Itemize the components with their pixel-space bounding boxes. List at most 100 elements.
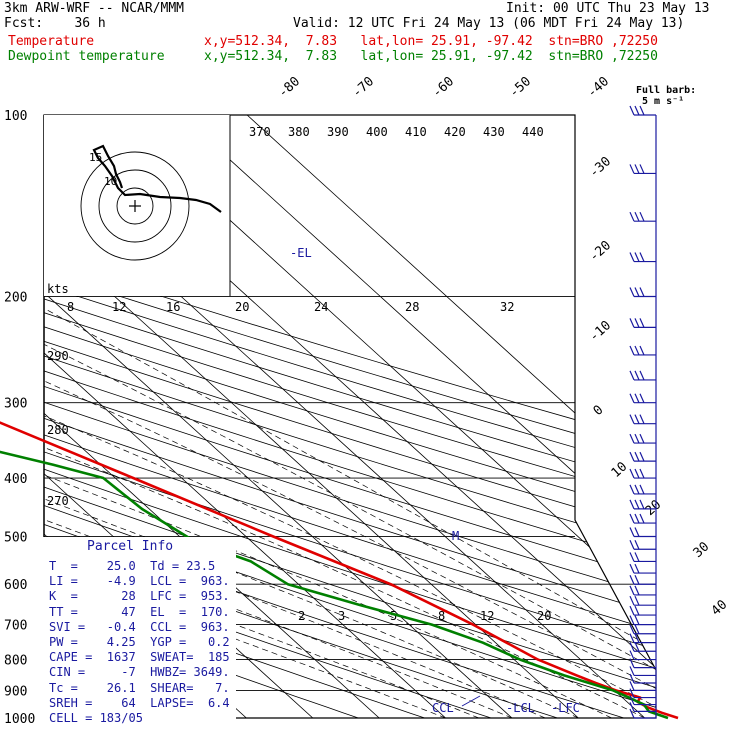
hodograph-speed-tick: 24 — [314, 300, 328, 314]
wind-barb — [629, 666, 656, 677]
wind-barbs: Full barb:5 m s⁻¹ — [629, 85, 696, 719]
pressure-tick-label: 100 — [4, 109, 27, 124]
parcel-info-row: CAPE = 1637 SWEAT= 185 — [49, 650, 230, 665]
isotherm-label: 10 — [609, 459, 631, 481]
ccl-pointer — [461, 695, 481, 707]
hodograph-speed-tick: 12 — [112, 300, 126, 314]
isotherm-label: -70 — [350, 74, 377, 101]
wind-barb — [629, 574, 656, 585]
wind-barb — [629, 252, 656, 263]
model-name: 3km ARW-WRF -- NCAR/MMM — [4, 1, 185, 16]
wind-barb — [629, 650, 656, 661]
el-label: -EL — [290, 246, 312, 260]
hodograph-ring — [80, 151, 190, 261]
isotherm-label: 20 — [643, 497, 665, 519]
dry-adiabat — [44, 115, 656, 718]
theta-label: 270 — [47, 494, 69, 508]
parcel-info-row: PW = 4.25 YGP = 0.2 — [49, 635, 230, 649]
parcel-info-row: Tc = 26.1 SHEAR= 7. — [49, 680, 230, 695]
dewpoint-legend-label: Dewpoint temperature — [8, 49, 165, 64]
hodograph-ring — [116, 187, 154, 225]
isotherm-label: -50 — [507, 74, 534, 101]
isotherm-line — [180, 115, 656, 718]
parcel-info-title: Parcel Info — [87, 539, 174, 554]
pressure-tick-label: 1000 — [4, 712, 35, 727]
dewpoint-legend-info: x,y=512.34, 7.83 lat,lon= 25.91, -97.42 … — [204, 49, 658, 64]
moist-adiabat — [44, 296, 656, 718]
dry-adiabat — [44, 115, 656, 718]
forecast-hour: Fcst: 36 h — [4, 16, 106, 31]
pressure-tick-label: 400 — [4, 472, 27, 487]
parcel-info-row: T = 25.0 Td = 23.5 — [49, 559, 216, 573]
pressure-tick-label: 200 — [4, 291, 27, 306]
theta-label: 370 — [249, 125, 271, 139]
theta-label: 420 — [444, 125, 466, 139]
theta-label: 430 — [483, 125, 505, 139]
dry-adiabat — [44, 115, 656, 718]
theta-label: 440 — [522, 125, 544, 139]
wind-barb — [629, 695, 656, 706]
wind-barb — [629, 433, 656, 444]
mixing-ratio-label: 8 — [438, 609, 445, 623]
wind-barb — [629, 211, 656, 222]
theta-label: 290 — [47, 349, 69, 363]
wind-barb — [629, 633, 656, 644]
wind-barb — [629, 585, 656, 596]
pressure-tick-label: 600 — [4, 578, 27, 593]
wind-barb — [629, 393, 656, 404]
isotherm-label: 40 — [709, 597, 731, 619]
dry-adiabat — [44, 115, 656, 718]
dry-adiabat — [44, 115, 656, 718]
dry-adiabat — [44, 115, 656, 718]
isotherm-line — [246, 115, 656, 718]
wind-barb — [629, 681, 656, 692]
parcel-info-row: CELL = 183/05 — [49, 711, 143, 725]
wind-barb — [629, 552, 656, 563]
isotherm-label: 0 — [591, 403, 607, 419]
mixing-ratio-label: 20 — [537, 609, 551, 623]
moist-adiabat — [44, 296, 656, 718]
wind-barb — [629, 484, 656, 495]
dry-adiabat — [44, 115, 492, 718]
theta-label: 380 — [288, 125, 310, 139]
wind-barb — [629, 540, 656, 550]
isotherm-label: -20 — [587, 238, 614, 265]
wind-barb — [629, 673, 656, 684]
m-label: M — [452, 529, 459, 543]
mixing-ratio-label: 3 — [338, 609, 345, 623]
hodograph-speed-tick: 16 — [166, 300, 180, 314]
lfc-label: -LFC — [551, 701, 580, 715]
wind-barb — [629, 499, 656, 510]
hodograph-speed-tick: 28 — [405, 300, 419, 314]
dry-adiabat — [44, 115, 656, 718]
wind-barb — [629, 513, 656, 524]
mixing-ratio-label: 5 — [390, 609, 397, 623]
wind-barb — [629, 702, 656, 712]
parcel-info-row: K = 28 LFC = 953. — [49, 589, 230, 604]
moist-adiabat — [44, 296, 645, 718]
dry-adiabat — [44, 115, 656, 718]
wind-barb — [629, 105, 656, 116]
wind-barb — [629, 624, 656, 635]
wind-barb — [629, 370, 656, 381]
wind-barb — [629, 642, 656, 652]
wind-barb — [629, 563, 656, 574]
mixing-ratio-label: 12 — [480, 609, 494, 623]
wind-barb — [629, 595, 656, 606]
hodograph-speed-tick: 8 — [67, 300, 74, 314]
theta-label: 390 — [327, 125, 349, 139]
isotherm-label: -30 — [587, 154, 614, 181]
wind-barb — [629, 345, 656, 356]
dry-adiabat — [44, 115, 656, 718]
lcl-label: -LCL — [506, 701, 535, 715]
hodograph-trace — [92, 144, 222, 213]
isotherm-line — [44, 115, 446, 718]
parcel-info-panel: Parcel Info T = 25.0 Td = 23.5 LI = -4.9 … — [43, 537, 236, 727]
mixing-ratio-label: 2 — [298, 609, 305, 623]
dry-adiabat — [44, 115, 359, 718]
isotherm-line — [44, 115, 579, 718]
isotherm-label: -80 — [276, 74, 303, 101]
hodograph-speed-tick: 20 — [235, 300, 249, 314]
wind-barb — [629, 658, 656, 669]
